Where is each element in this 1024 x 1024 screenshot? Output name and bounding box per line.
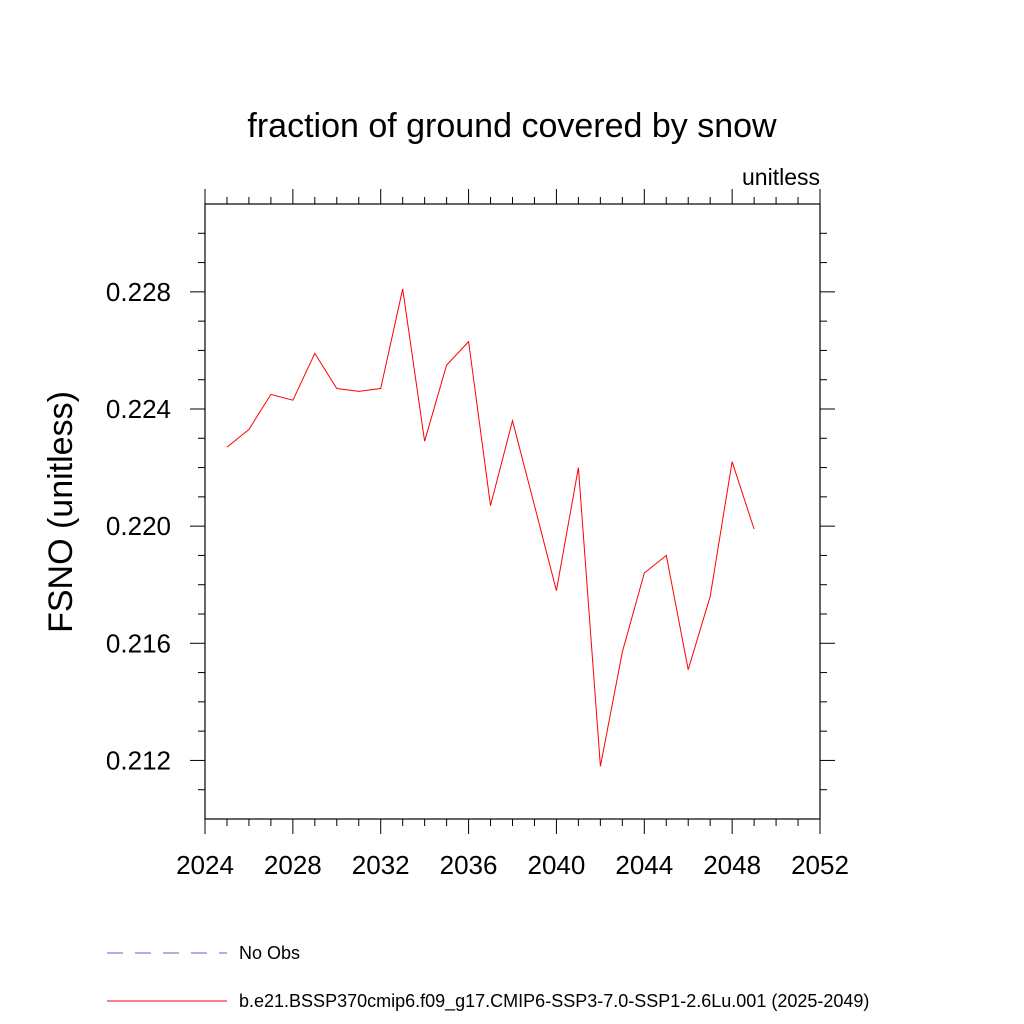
plot-frame bbox=[204, 203, 821, 820]
units-label: unitless bbox=[742, 164, 820, 190]
x-tick-label: 2044 bbox=[615, 850, 673, 880]
x-tick-label: 2052 bbox=[791, 850, 849, 880]
legend-label: b.e21.BSSP370cmip6.f09_g17.CMIP6-SSP3-7.… bbox=[239, 991, 869, 1012]
legend-label: No Obs bbox=[239, 943, 300, 963]
x-tick-label: 2028 bbox=[264, 850, 322, 880]
series-lines bbox=[226, 288, 755, 767]
y-tick-label: 0.212 bbox=[106, 745, 171, 775]
y-tick-label: 0.216 bbox=[106, 628, 171, 658]
x-tick-label: 2048 bbox=[703, 850, 761, 880]
axis-ticks bbox=[190, 189, 835, 834]
y-axis-label: FSNO (unitless) bbox=[42, 391, 80, 633]
x-tick-label: 2032 bbox=[352, 850, 410, 880]
x-tick-label: 2024 bbox=[176, 850, 234, 880]
series-line bbox=[226, 288, 755, 767]
y-tick-label: 0.224 bbox=[106, 394, 171, 424]
axis-tick-labels: 2024 2028 2032 2036 2040 2044 2048 2052 0.212 0.2… bbox=[106, 277, 849, 880]
y-tick-label: 0.220 bbox=[106, 511, 171, 541]
x-tick-label: 2040 bbox=[528, 850, 586, 880]
legend: No Obs b.e21.BSSP370cmip6.f09_g17.CMIP6-S… bbox=[107, 943, 869, 1012]
x-tick-label: 2036 bbox=[440, 850, 498, 880]
chart-title: fraction of ground covered by snow bbox=[247, 107, 777, 145]
y-tick-label: 0.228 bbox=[106, 277, 171, 307]
